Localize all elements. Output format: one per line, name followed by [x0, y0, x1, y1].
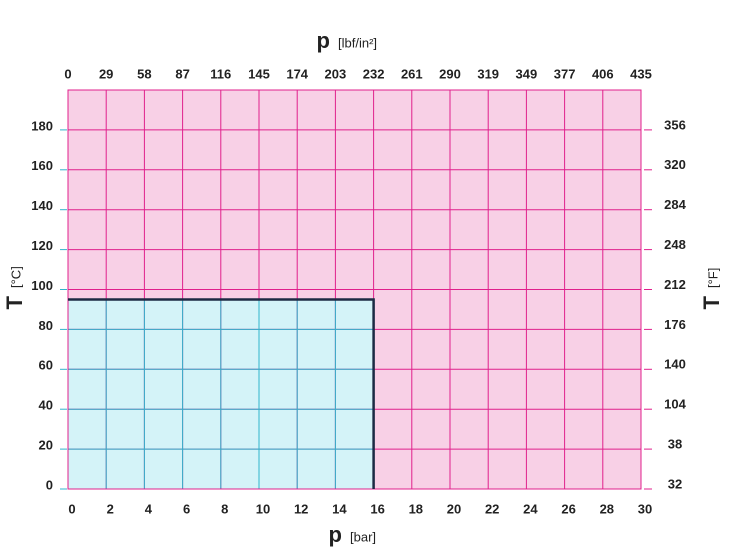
- x2-tick-label: 29: [99, 66, 113, 81]
- x2-tick-label: 377: [554, 66, 576, 81]
- x-tick-label: 16: [370, 501, 384, 516]
- x2-tick-label: 435: [630, 66, 652, 81]
- right-axis-title: T: [699, 295, 724, 309]
- x2-tick-label: 261: [401, 66, 423, 81]
- y2-tick-label: 104: [664, 397, 686, 412]
- x2-tick-label: 116: [210, 66, 231, 81]
- x2-tick-label: 203: [325, 66, 347, 81]
- x-tick-label: 12: [294, 501, 308, 516]
- y-tick-label: 140: [31, 198, 53, 213]
- x2-tick-label: 349: [516, 66, 538, 81]
- x-tick-label: 2: [107, 501, 114, 516]
- right-axis-unit: [°F]: [705, 268, 720, 288]
- y-tick-label: 40: [39, 398, 53, 413]
- top-axis-unit: [lbf/in²]: [338, 35, 377, 50]
- y-tick-label: 120: [31, 238, 53, 253]
- x2-tick-label: 174: [286, 66, 308, 81]
- y-tick-label: 20: [39, 438, 53, 453]
- y-tick-label: 160: [31, 158, 53, 173]
- x-tick-label: 18: [409, 501, 423, 516]
- y2-tick-label: 176: [664, 317, 686, 332]
- x2-tick-label: 406: [592, 66, 614, 81]
- x-tick-label: 24: [523, 501, 538, 516]
- x-tick-label: 26: [561, 501, 575, 516]
- x-tick-label: 28: [600, 501, 614, 516]
- x2-tick-label: 232: [363, 66, 385, 81]
- y-tick-label: 60: [39, 358, 53, 373]
- x2-tick-label: 319: [477, 66, 499, 81]
- x-tick-label: 8: [221, 501, 228, 516]
- y2-tick-label: 32: [668, 476, 682, 491]
- y2-tick-label: 284: [664, 197, 686, 212]
- y-tick-label: 80: [39, 318, 53, 333]
- y2-tick-label: 320: [664, 157, 686, 172]
- x2-tick-label: 58: [137, 66, 151, 81]
- y2-tick-label: 356: [664, 117, 686, 132]
- x-tick-label: 14: [332, 501, 347, 516]
- y2-tick-label: 212: [664, 277, 686, 292]
- grid: [68, 299, 374, 489]
- y-tick-label: 180: [31, 118, 53, 133]
- x-tick-label: 30: [638, 501, 652, 516]
- x2-tick-label: 290: [439, 66, 461, 81]
- limit-line: [68, 298, 375, 489]
- x-tick-label: 22: [485, 501, 499, 516]
- y2-tick-label: 38: [668, 437, 682, 452]
- x-tick-label: 20: [447, 501, 461, 516]
- x-tick-label: 4: [145, 501, 153, 516]
- top-axis-title: p: [317, 28, 330, 53]
- y2-tick-label: 140: [664, 357, 686, 372]
- x-tick-label: 6: [183, 501, 190, 516]
- bottom-axis-unit: [bar]: [350, 529, 376, 544]
- x2-tick-label: 0: [64, 66, 71, 81]
- y2-tick-label: 248: [664, 237, 686, 252]
- x2-tick-label: 145: [248, 66, 270, 81]
- left-axis-title: T: [2, 295, 27, 309]
- x2-tick-label: 87: [175, 66, 189, 81]
- x-tick-label: 10: [256, 501, 270, 516]
- y-tick-label: 0: [46, 477, 53, 492]
- left-axis-unit: [°C]: [8, 266, 23, 288]
- x-tick-label: 0: [68, 501, 75, 516]
- plot-border: [67, 89, 642, 490]
- bottom-axis-title: p: [329, 522, 342, 547]
- y-tick-label: 100: [31, 278, 53, 293]
